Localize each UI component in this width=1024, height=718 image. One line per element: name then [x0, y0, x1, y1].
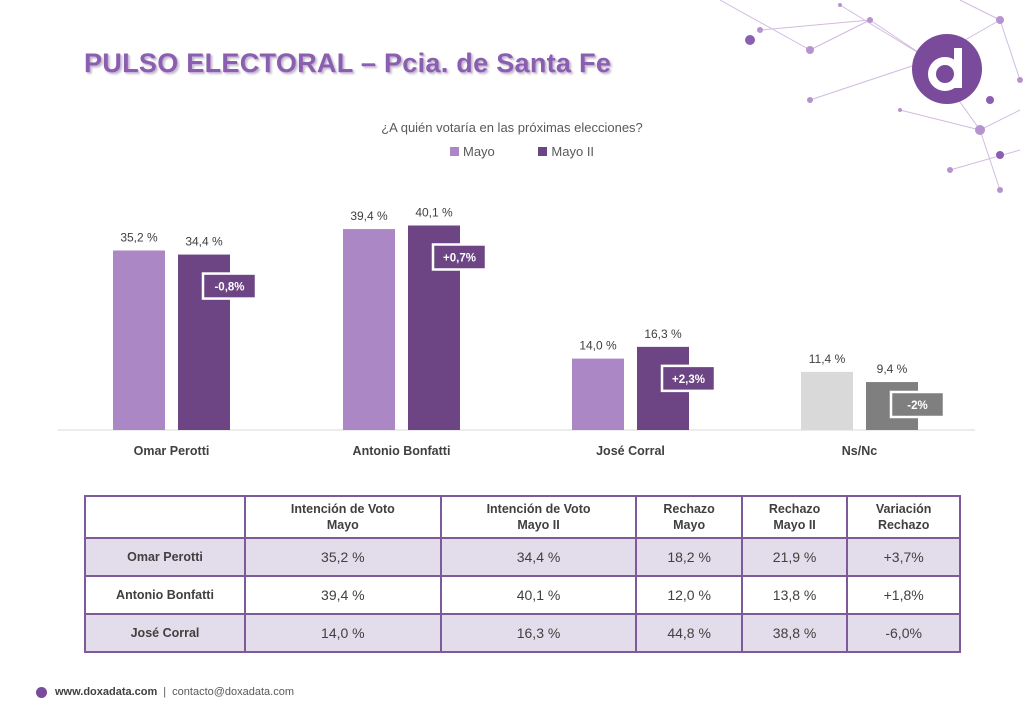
table-row: José Corral 14,0 % 16,3 % 44,8 % 38,8 % …	[84, 613, 961, 653]
table-header-intencion-mayo-ii: Intención de Voto Mayo II	[439, 495, 638, 539]
variation-badge	[431, 243, 488, 271]
legend-swatch-mayo	[450, 147, 459, 156]
table-cell: 12,0 %	[635, 575, 743, 615]
data-label: 39,4 %	[350, 209, 388, 223]
table-header-rechazo-mayo: Rechazo Mayo	[635, 495, 743, 539]
variation-label: +2,3%	[672, 374, 705, 386]
variation-badge	[201, 272, 258, 300]
table-cell: 44,8 %	[635, 613, 743, 653]
bar-mayo	[801, 371, 853, 430]
footer-website-link[interactable]: www.doxadata.com	[55, 686, 158, 698]
logo-glyph-icon	[928, 48, 962, 91]
legend-label-mayo: Mayo	[463, 144, 495, 159]
table-cell: 35,2 %	[244, 537, 442, 577]
category-label: Ns/Nc	[842, 444, 877, 458]
table-header-variacion: Variación Rechazo	[846, 495, 961, 539]
legend-swatch-mayo-ii	[538, 147, 548, 156]
footer: www.doxadata.com | contacto@doxadata.com	[36, 686, 294, 698]
legend-label-mayo-ii: Mayo II	[551, 144, 595, 159]
category-label: José Corral	[596, 444, 665, 458]
data-label: 34,4 %	[185, 235, 223, 249]
footer-separator: |	[163, 686, 167, 698]
table-cell: +3,7%	[846, 537, 961, 577]
chart-legend: Mayo Mayo II	[450, 144, 634, 159]
table-header-row: Intención de Voto Mayo Intención de Voto M…	[84, 495, 961, 539]
data-label: 40,1 %	[415, 205, 453, 219]
bar-mayo	[572, 358, 624, 430]
table-cell: -6,0%	[846, 613, 961, 653]
chart-title: ¿A quién votaría en las próximas eleccio…	[381, 120, 643, 135]
row-label: Omar Perotti	[84, 537, 246, 577]
footer-contact-link[interactable]: contacto@doxadata.com	[172, 686, 295, 698]
table-cell: 18,2 %	[635, 537, 743, 577]
bar-chart: 35,2 % 34,4 % -0,8% Omar Perotti 39,4 % 40,1 …	[58, 205, 975, 458]
table-row: Antonio Bonfatti 39,4 % 40,1 % 12,0 % 13…	[84, 575, 961, 615]
results-table: Intención de Voto Mayo Intención de Voto M…	[84, 495, 961, 653]
table-cell: 21,9 %	[740, 537, 849, 577]
table-header-intencion-mayo: Intención de Voto Mayo	[244, 495, 442, 539]
variation-badge	[889, 390, 946, 419]
table-row: Omar Perotti 35,2 % 34,4 % 18,2 % 21,9 %…	[84, 537, 961, 577]
table-cell: 38,8 %	[740, 613, 849, 653]
table-cell: 34,4 %	[439, 537, 638, 577]
data-label: 9,4 %	[877, 362, 908, 376]
category-label: Antonio Bonfatti	[353, 444, 451, 458]
table-cell: 13,8 %	[740, 575, 849, 615]
table-header-rechazo-mayo-ii: Rechazo Mayo II	[740, 495, 849, 539]
legend-item-mayo-ii: Mayo II	[538, 144, 594, 159]
category-label: Omar Perotti	[134, 444, 210, 458]
table-cell: +1,8%	[846, 575, 961, 615]
table-header-empty	[84, 495, 246, 539]
bar-mayo	[113, 250, 165, 430]
data-label: 35,2 %	[120, 230, 158, 244]
table-cell: 14,0 %	[244, 613, 442, 653]
data-label: 11,4 %	[809, 352, 846, 366]
data-label: 16,3 %	[644, 327, 682, 341]
data-label: 14,0 %	[579, 339, 617, 353]
variation-label: -0,8%	[214, 282, 244, 294]
legend-item-mayo: Mayo	[450, 144, 495, 159]
table-cell: 16,3 %	[439, 613, 638, 653]
table-cell: 39,4 %	[244, 575, 442, 615]
variation-label: +0,7%	[443, 252, 476, 264]
variation-label: -2%	[907, 400, 927, 412]
page-title: PULSO ELECTORAL – Pcia. de Santa Fe	[84, 48, 612, 78]
table-cell: 40,1 %	[439, 575, 638, 615]
row-label: José Corral	[84, 613, 246, 653]
bar-mayo	[343, 229, 395, 430]
variation-badge	[660, 364, 717, 393]
doxa-logo	[912, 34, 982, 104]
bullet-dot-icon	[36, 686, 47, 698]
row-label: Antonio Bonfatti	[84, 575, 246, 615]
